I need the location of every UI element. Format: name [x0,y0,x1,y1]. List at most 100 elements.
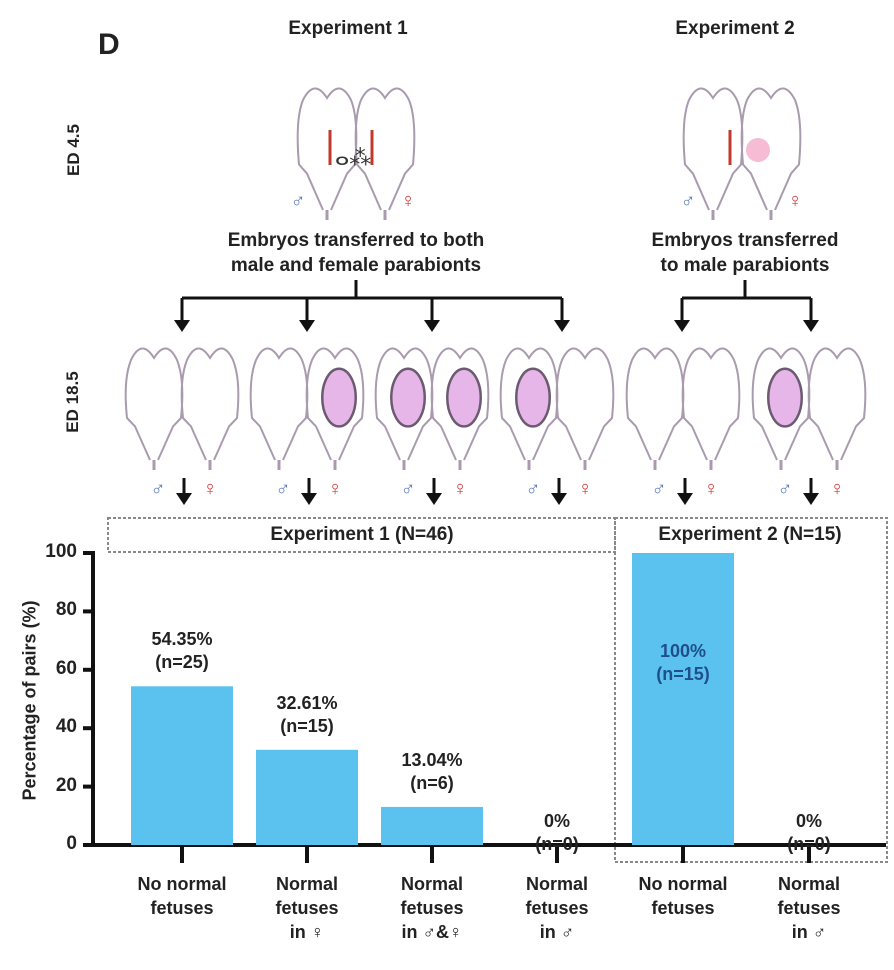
fetus-icon [446,367,482,428]
ed18-5-pair [499,347,615,470]
caption-line: Embryos transferred [651,230,839,251]
experiment-2-ed4-5-pair [682,87,802,220]
x-category-label: Normal fetuses in ♂&♀ [400,872,463,944]
n-label: (n=25) [155,652,209,673]
uterus-icon [746,138,770,162]
male-symbol: ♂ [525,478,541,500]
x-category-label: No normal fetuses [137,872,226,944]
category-line: fetuses [777,898,841,918]
female-symbol: ♀ [787,190,803,212]
y-tick-label: 20 [55,774,77,796]
category-line [638,920,727,944]
bar [632,553,734,845]
branch-arrow-icon-head [674,320,690,332]
category-line: Normal [275,874,338,894]
n-label: (n=15) [280,715,334,736]
stage-label-ed4-5: ED 4.5 [64,124,83,176]
bar-value-label: 100% (n=15) [656,640,710,686]
percent-label: 54.35% [151,629,213,650]
category-line: fetuses [651,898,715,918]
ed18-5-pair [249,347,365,470]
category-line: in ♂&♀ [401,922,463,942]
x-category-label: Normal fetuses in ♂ [525,872,588,944]
parabiont-outline-icon [180,347,240,461]
y-tick-label: 80 [55,599,77,621]
group-title-experiment-1: Experiment 1 (N=46) [270,524,454,545]
experiment-2-caption: Embryos transferred to male parabionts [652,228,839,278]
male-symbol: ♂ [400,478,416,500]
parabiont-outline-icon [681,347,741,461]
down-arrow-icon-head [301,493,317,505]
y-tick-label: 40 [55,716,77,738]
x-category-label: Normal fetuses in ♀ [275,872,338,944]
n-label: (n=0) [787,833,831,854]
caption-line: male and female parabionts [230,255,482,276]
male-symbol: ♂ [651,478,667,500]
percent-label: 13.04% [401,749,463,770]
ed18-5-pair [625,347,741,470]
bar [381,806,483,845]
y-tick-label: 100 [45,541,77,562]
female-symbol: ♀ [452,478,468,500]
male-symbol: ♂ [680,190,696,212]
bar-value-label: 0% (n=0) [535,810,579,856]
male-symbol: ♂ [777,478,793,500]
experiment-1-caption: Embryos transferred to both male and fem… [228,228,485,278]
caption-line: to male parabionts [660,255,830,276]
ed18-5-pair [124,347,240,470]
n-label: (n=6) [410,772,454,793]
category-line: in ♂ [791,922,827,942]
connector-lines [182,280,811,300]
parabiont-outline-icon [430,347,490,461]
category-line: Normal [400,874,463,894]
female-symbol: ♀ [577,478,593,500]
category-line [137,920,226,944]
x-category-label: No normal fetuses [638,872,727,944]
category-line: in ♀ [289,922,325,942]
branch-arrow-icon-head [424,320,440,332]
percent-label: 0% [795,810,823,831]
panel-label: D [98,28,120,61]
parabiont-outline-icon [124,347,184,461]
category-line: fetuses [275,898,339,918]
ed18-5-pair [751,347,867,470]
y-tick-label: 60 [55,657,77,679]
parabiont-outline-icon [354,87,416,211]
category-line: fetuses [400,898,464,918]
group-box-experiment-2 [614,517,888,863]
bar-value-label: 32.61% (n=15) [276,692,337,738]
uterus-icon [328,130,732,165]
fetus-icon [321,367,357,428]
x-category-label: Normal fetuses in ♂ [777,872,840,944]
branch-arrow-icon-head [803,320,819,332]
n-label: (n=15) [656,663,710,684]
parabiont-outline-icon [305,347,365,461]
female-symbol: ♀ [703,478,719,500]
parabiont-outline-icon [807,347,867,461]
category-line: No normal [638,874,728,894]
percent-label: 100% [659,640,707,661]
bar-value-label: 0% (n=0) [787,810,831,856]
category-line: fetuses [525,898,589,918]
female-symbol: ♀ [327,478,343,500]
branch-arrow-icon-head [299,320,315,332]
down-arrow-icon-head [426,493,442,505]
caption-line: Embryos transferred to both [227,230,485,251]
bar [131,686,233,845]
down-arrow-icon-head [803,493,819,505]
bar [256,749,358,845]
branch-arrow-icon-head [554,320,570,332]
category-line: fetuses [150,898,214,918]
fetus-icon [390,367,426,428]
ed18-5-pair [374,347,490,470]
category-line: No normal [137,874,227,894]
stage-label-ed18-5: ED 18.5 [63,371,82,433]
down-arrow-icon-head [551,493,567,505]
category-line: in ♂ [539,922,575,942]
bar-value-label: 13.04% (n=6) [401,749,462,795]
down-arrow-icon-head [176,493,192,505]
category-line: Normal [777,874,840,894]
y-axis-label: Percentage of pairs (%) [19,600,40,801]
